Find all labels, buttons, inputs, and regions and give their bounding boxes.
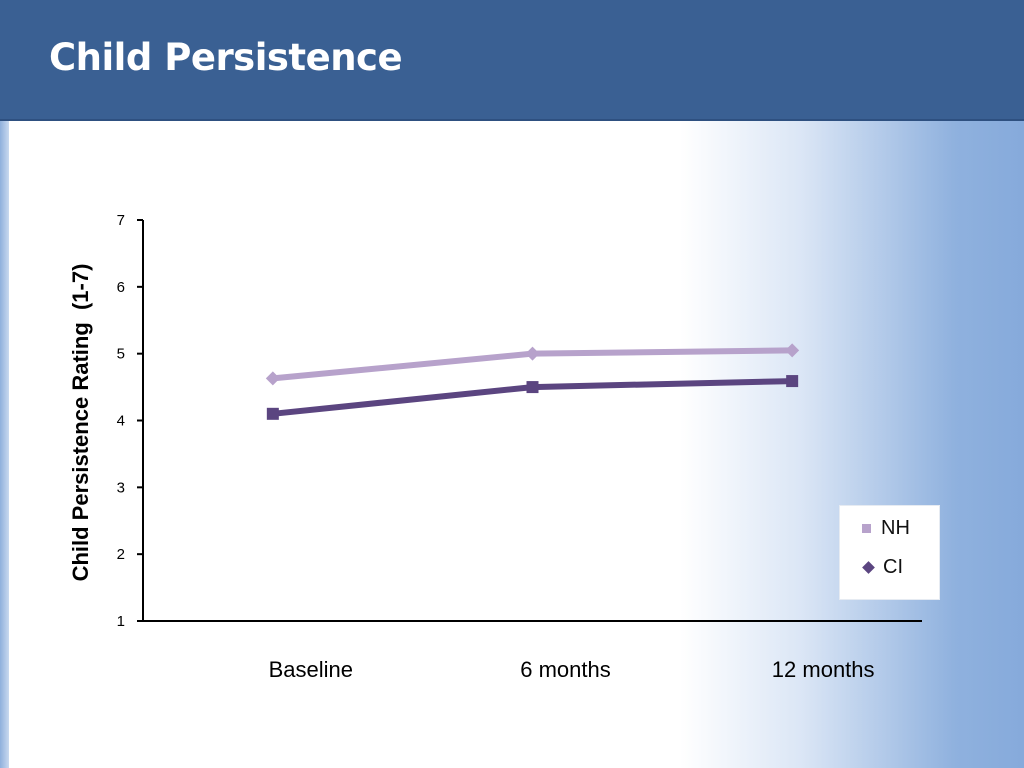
y-tick-label: 7: [117, 212, 125, 229]
y-tick-label: 1: [117, 613, 125, 630]
title-bar: Child Persistence: [0, 0, 1024, 121]
y-axis-title: Child Persistence Rating (1-7): [68, 264, 93, 582]
legend-item-ci: CI: [862, 556, 903, 579]
x-axis-labels: Baseline 6 months 12 months: [269, 657, 875, 682]
x-tick-label: 6 months: [520, 657, 611, 682]
x-tick-label: Baseline: [269, 657, 353, 682]
data-point-ci: [526, 381, 539, 394]
y-tick-label: 2: [117, 546, 125, 563]
legend: NH CI: [839, 505, 940, 600]
data-point-nh: [265, 371, 280, 386]
data-point-nh: [785, 343, 800, 358]
background-gradient: [680, 121, 1024, 768]
data-point-nh: [525, 346, 540, 361]
y-tick-label: 6: [117, 279, 125, 296]
data-point-ci: [786, 375, 799, 388]
legend-ci-label: CI: [883, 556, 903, 578]
y-tick-label: 3: [117, 479, 125, 496]
data-point-ci: [266, 407, 279, 420]
legend-ci-diamond-icon: [862, 561, 875, 574]
slide-title: Child Persistence: [49, 36, 403, 79]
y-tick-label: 4: [117, 413, 125, 430]
x-tick-label: 12 months: [772, 657, 875, 682]
series-group: [265, 343, 800, 420]
legend-item-nh: NH: [862, 517, 910, 540]
legend-nh-label: NH: [881, 517, 910, 539]
left-accent-strip: [0, 121, 9, 768]
legend-nh-square-icon: [862, 524, 871, 533]
y-axis-ticks: 1 2 3 4 5 6 7: [117, 212, 143, 630]
y-tick-label: 5: [117, 346, 125, 363]
